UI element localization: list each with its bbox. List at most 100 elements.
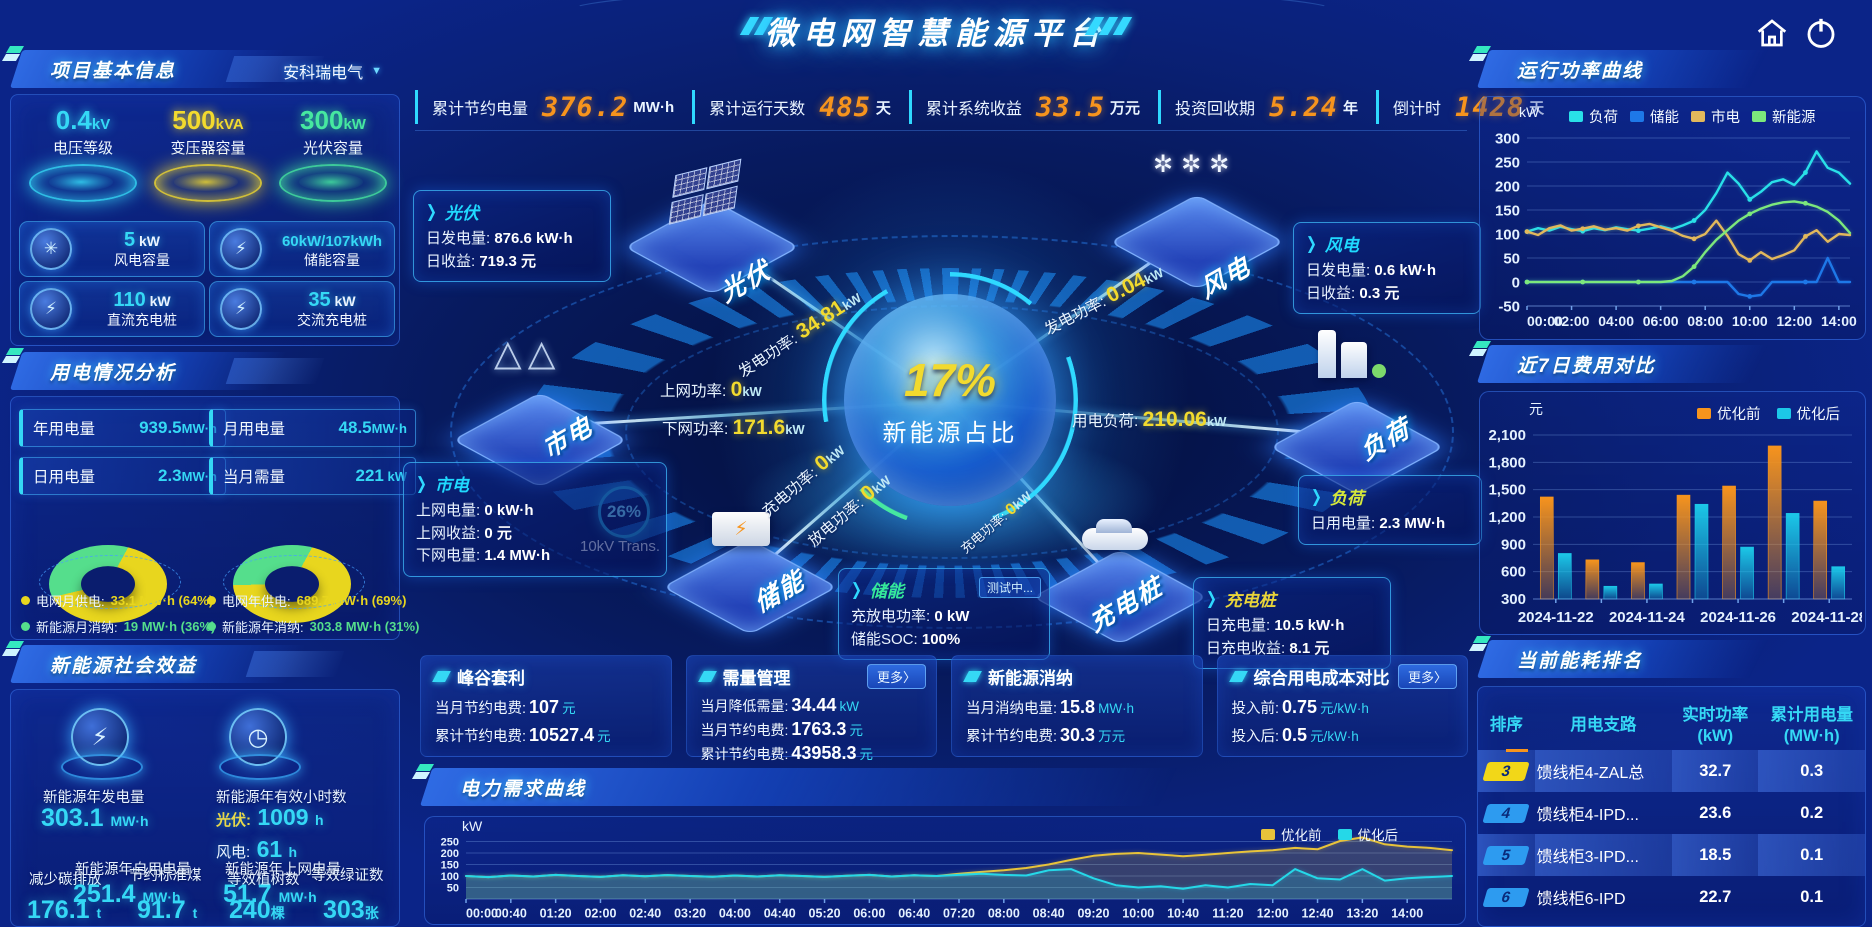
demand-axis-unit: kW — [462, 818, 483, 834]
donut-legend-item[interactable]: 新能源年消纳: 303.8 MW·h (31%) — [207, 617, 419, 636]
benefit-card: 新能源消纳 当月消纳电量: 15.8 MW·h 累计节约电费: 30.3 万元 — [951, 655, 1203, 757]
battery-container-icon: ⚡ — [712, 512, 770, 546]
svg-text:14:00: 14:00 — [1391, 907, 1423, 921]
more-button[interactable]: 更多〉 — [1397, 664, 1457, 689]
donut-legend-item[interactable]: 电网月供电: 33.1 MW·h (64%) — [21, 591, 215, 610]
info-row: 日用电量: 2.3 MW·h — [1311, 515, 1446, 532]
power-legend: 负荷 储能 市电 新能源 — [1569, 106, 1816, 127]
card-corner-icon — [432, 671, 451, 682]
legend-item[interactable]: 市电 — [1691, 106, 1740, 127]
svg-text:04:40: 04:40 — [764, 907, 796, 921]
benefit-row: 累计节约电费: 10527.4 元 — [435, 724, 611, 745]
dc-charger-icon: ⚡ — [30, 288, 72, 330]
kpi-item: 累计系统收益 33.5 万元 — [908, 90, 1158, 124]
legend-item[interactable]: 优化前 — [1697, 403, 1761, 424]
benefit-row: 累计节约电费: 43958.3 元 — [700, 742, 873, 763]
info-row: 日发电量: 876.6 kW·h — [426, 230, 573, 247]
cost-axis-unit: 元 — [1529, 401, 1543, 417]
svg-text:09:20: 09:20 — [1077, 907, 1109, 921]
benefit-row: 累计节约电费: 30.3 万元 — [966, 724, 1126, 745]
svg-text:250: 250 — [441, 836, 459, 848]
capacity-card: ⚡ 35 kW 交流充电桩 — [209, 281, 395, 337]
power-icon[interactable] — [1804, 16, 1838, 55]
home-icon[interactable] — [1756, 18, 1788, 53]
svg-text:04:00: 04:00 — [719, 907, 751, 921]
infobox-wind: ❯ 风电 日发电量: 0.6 kW·h 日收益: 0.3 元 — [1293, 222, 1481, 314]
panel-title-cost: 近7日费用对比 — [1477, 345, 1774, 383]
ranking-row[interactable]: 5 馈线柜3-IPD... 18.5 0.1 — [1478, 834, 1865, 877]
usage-stat: 月用电量 48.5MW·h — [209, 409, 416, 447]
trees-value: 240棵 — [229, 896, 285, 924]
card-corner-icon — [963, 671, 982, 682]
benefit-card: 综合用电成本对比 更多〉 投入前: 0.75 元/kW·h 投入后: 0.5 元/kW·h — [1216, 655, 1468, 757]
co2-label: 减少碳排放 — [29, 872, 102, 888]
legend-item[interactable]: 优化前 — [1261, 824, 1322, 844]
svg-text:01:20: 01:20 — [540, 907, 572, 921]
svg-text:2024-11-24: 2024-11-24 — [1609, 609, 1686, 626]
benefit-cards-row: 峰谷套利 当月节约电费: 107 元累计节约电费: 10527.4 元需量管理 更多〉 当月降… — [420, 655, 1468, 763]
ev-car-icon — [1082, 519, 1148, 550]
center-orb: 17% 新能源占比 — [844, 294, 1056, 506]
ranking-row[interactable]: 3 馈线柜4-ZAL总 32.7 0.3 — [1478, 750, 1865, 793]
arrow-icon: ❯ — [1306, 233, 1317, 253]
benefit-row: 当月节约电费: 107 元 — [435, 697, 576, 717]
donut-legend-item[interactable]: 新能源月消纳: 19 MW·h (36%) — [21, 617, 215, 636]
ranking-row[interactable]: 4 馈线柜4-IPD... 23.6 0.2 — [1478, 792, 1865, 834]
kpi-item: 累计运行天数 485 天 — [692, 90, 909, 124]
card-corner-icon — [697, 671, 717, 682]
svg-text:600: 600 — [1501, 564, 1526, 581]
svg-text:2024-11-26: 2024-11-26 — [1700, 609, 1776, 626]
usage-stat: 当月需量 221 kW — [209, 457, 416, 495]
co2-value: 176.1 t — [27, 896, 102, 924]
certs-value: 303张 — [323, 896, 379, 924]
more-button[interactable]: 更多〉 — [866, 664, 926, 689]
card-corner-icon — [1228, 671, 1248, 682]
info-row: 上网电量: 0 kW·h — [416, 502, 534, 519]
svg-text:2024-11-28: 2024-11-28 — [1791, 609, 1862, 626]
info-row: 充放电功率: 0 kW — [851, 608, 970, 625]
svg-text:300: 300 — [1501, 591, 1526, 608]
panel-title-power: 运行功率曲线 — [1477, 50, 1774, 88]
svg-text:100: 100 — [1495, 226, 1520, 243]
coal-value: 91.7 t — [137, 896, 198, 924]
ranking-column-header: 排序 — [1489, 716, 1523, 735]
capacity-card: ⚡ 110 kW 直流充电桩 — [19, 281, 205, 337]
to-grid-label: 新能源年上网电量 — [225, 862, 341, 878]
cost-chart: 2,100 1,800 1,500 1,200 900 600 300 2024-11-22 2… — [1481, 425, 1867, 629]
info-row: 日发电量: 0.6 kW·h — [1306, 262, 1437, 279]
legend-item[interactable]: 优化后 — [1337, 824, 1398, 844]
svg-text:03:20: 03:20 — [674, 907, 706, 921]
power-chart: 300 250 200 150 100 50 0 -50 00:00 02:00 04:00 06:0… — [1481, 124, 1862, 334]
self-use-value: 251.4 MW·h — [73, 880, 181, 908]
benefit-card: 需量管理 更多〉 当月降低需量: 34.44 kW 当月节约电费: 1763.3 元累计节约电… — [685, 655, 937, 763]
svg-text:14:00: 14:00 — [1821, 313, 1857, 329]
svg-text:10:00: 10:00 — [1732, 313, 1768, 329]
panel-title-ranking: 当前能耗排名 — [1477, 640, 1774, 678]
arrow-icon: ❯ — [416, 473, 427, 493]
svg-text:07:20: 07:20 — [943, 907, 975, 921]
cost-legend: 优化前 优化后 — [1697, 403, 1840, 424]
svg-text:1,800: 1,800 — [1488, 454, 1526, 471]
benefit-card: 峰谷套利 当月节约电费: 107 元累计节约电费: 10527.4 元 — [420, 655, 672, 757]
svg-text:200: 200 — [1495, 178, 1520, 195]
info-row: 日充电收益: 8.1 元 — [1206, 639, 1330, 657]
flow-to-grid: 上网功率: 0kW — [660, 378, 762, 401]
info-row: 储能SOC: 100% — [851, 630, 961, 648]
battery-icon: ⚡ — [220, 228, 262, 270]
legend-item[interactable]: 负荷 — [1569, 106, 1618, 127]
infobox-pv: ❯ 光伏 日发电量: 876.6 kW·h 日收益: 719.3 元 — [413, 190, 611, 282]
donut-legend-month: 电网月供电: 33.1 MW·h (64%) 新能源月消纳: 19 MW·h (36%… — [21, 591, 215, 643]
company-select[interactable]: 安科瑞电气 ▼ — [283, 65, 382, 82]
legend-item[interactable]: 新能源 — [1752, 106, 1816, 127]
legend-item[interactable]: 储能 — [1630, 106, 1679, 127]
arrow-icon: ❯ — [1311, 486, 1322, 506]
panel-power-curve: 运行功率曲线 kW 负荷 储能 市电 新能源 300 250 200 150 100 50 0 -5… — [1468, 46, 1866, 340]
donut-legend-item[interactable]: 电网年供电: 689.7 MW·h (69%) — [207, 591, 419, 610]
ranking-row[interactable]: 6 馈线柜6-IPD 22.7 0.1 — [1478, 876, 1865, 918]
svg-text:10:00: 10:00 — [1122, 907, 1154, 921]
svg-text:13:20: 13:20 — [1346, 907, 1378, 921]
svg-text:1,500: 1,500 — [1488, 482, 1526, 499]
svg-text:06:00: 06:00 — [853, 907, 885, 921]
panel-title-benefit: 新能源社会效益 — [10, 645, 312, 683]
legend-item[interactable]: 优化后 — [1776, 403, 1840, 424]
